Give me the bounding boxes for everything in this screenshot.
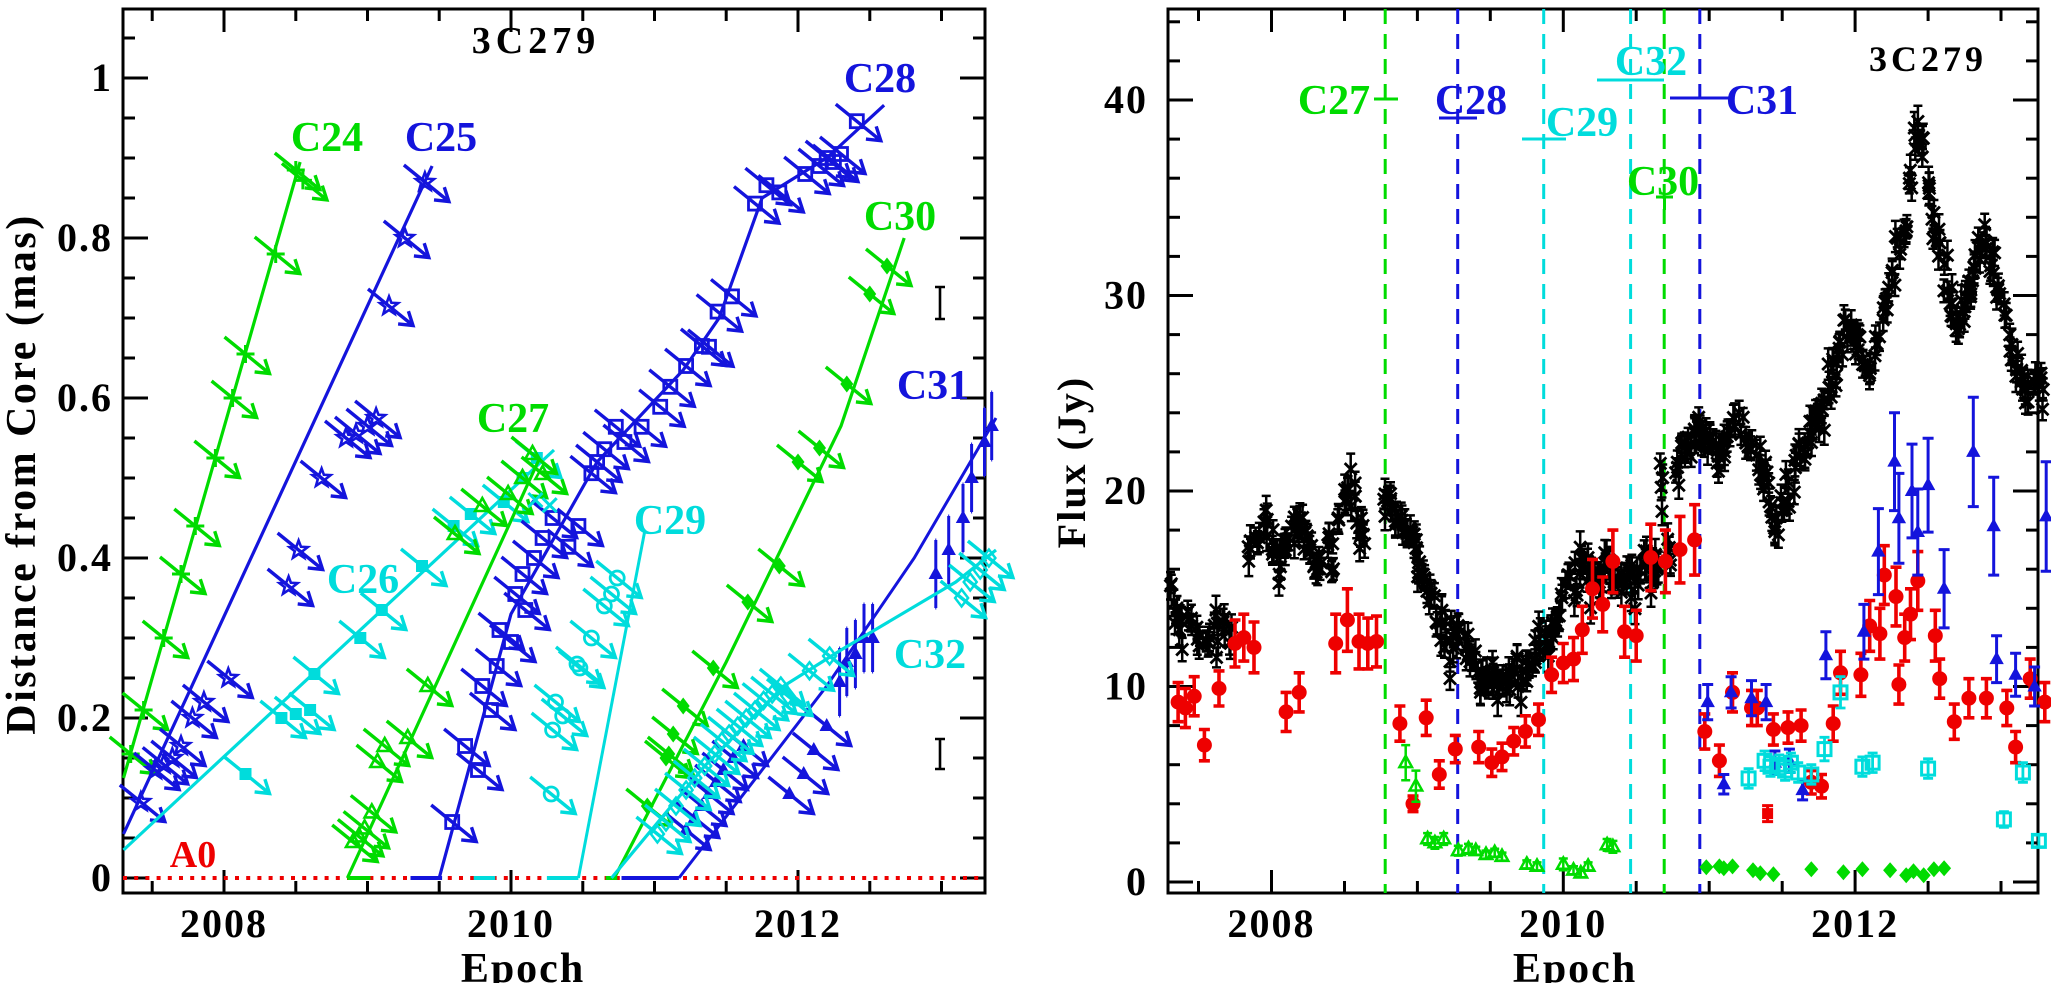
svg-text:30: 30 <box>1104 273 1148 318</box>
svg-text:C31: C31 <box>897 363 969 409</box>
svg-text:20: 20 <box>1104 468 1148 513</box>
svg-text:C25: C25 <box>405 115 477 161</box>
svg-text:Distance from Core (mas): Distance from Core (mas) <box>0 213 45 735</box>
svg-text:C30: C30 <box>864 194 936 240</box>
svg-text:C31: C31 <box>1726 78 1798 124</box>
svg-text:2012: 2012 <box>1811 901 1899 946</box>
svg-text:C28: C28 <box>844 56 916 102</box>
svg-text:3C279: 3C279 <box>472 20 600 62</box>
svg-text:Epoch: Epoch <box>1513 946 1637 983</box>
svg-text:0: 0 <box>91 855 113 900</box>
svg-text:Epoch: Epoch <box>461 946 585 983</box>
svg-text:0: 0 <box>1126 859 1148 904</box>
svg-text:C32: C32 <box>894 632 966 678</box>
svg-text:1: 1 <box>91 55 113 100</box>
svg-text:C29: C29 <box>634 498 706 544</box>
svg-text:C27: C27 <box>477 396 549 442</box>
svg-text:2010: 2010 <box>467 901 555 946</box>
svg-text:Flux (Jy): Flux (Jy) <box>1049 376 1094 548</box>
svg-text:10: 10 <box>1104 664 1148 709</box>
svg-text:40: 40 <box>1104 77 1148 122</box>
svg-text:2012: 2012 <box>754 901 842 946</box>
svg-text:C24: C24 <box>291 115 363 161</box>
svg-text:2010: 2010 <box>1519 901 1607 946</box>
svg-text:2008: 2008 <box>1228 901 1316 946</box>
svg-text:0.8: 0.8 <box>57 215 113 260</box>
svg-text:3C279: 3C279 <box>1869 39 1987 79</box>
svg-text:C26: C26 <box>327 557 399 603</box>
svg-text:2008: 2008 <box>180 901 268 946</box>
svg-text:C27: C27 <box>1298 78 1370 124</box>
svg-text:0.4: 0.4 <box>57 535 113 580</box>
svg-text:0.2: 0.2 <box>57 695 113 740</box>
svg-text:C32: C32 <box>1615 39 1687 85</box>
svg-text:0.6: 0.6 <box>57 375 113 420</box>
svg-text:A0: A0 <box>170 834 216 876</box>
svg-text:C28: C28 <box>1435 78 1507 124</box>
